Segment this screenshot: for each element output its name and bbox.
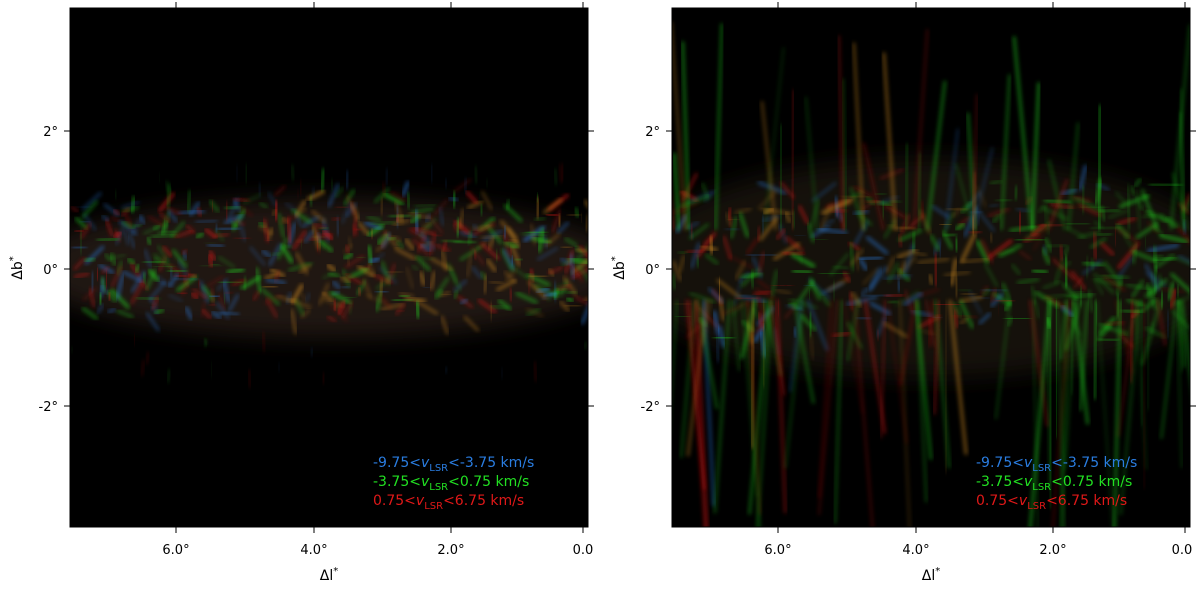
- filament: [235, 238, 250, 239]
- filament: [372, 230, 373, 238]
- wisp: [116, 190, 117, 199]
- filament: [73, 247, 86, 248]
- filament: [794, 328, 796, 336]
- filament: [75, 231, 82, 232]
- panel-right: 2° 0° -2° 6.0° 4.0° 2.0° 0.0 Δl* Δb* -9.…: [610, 2, 1200, 584]
- filament: [336, 207, 347, 208]
- legend-left: -9.75<vLSR<-3.75 km/s -3.75<vLSR<0.75 km…: [373, 455, 534, 512]
- filament: [211, 296, 219, 297]
- filament: [956, 276, 957, 296]
- x-axis-label-left: Δl*: [320, 566, 338, 584]
- filament: [940, 244, 941, 256]
- filament: [516, 259, 522, 260]
- filament: [481, 205, 482, 215]
- filament: [810, 313, 811, 336]
- ytick-label-left-m2: -2°: [39, 400, 58, 415]
- filament: [566, 305, 580, 306]
- filament: [772, 285, 793, 286]
- xtick-label-left-6: 6.0°: [162, 543, 189, 558]
- filament: [334, 300, 335, 309]
- wisp: [298, 190, 299, 199]
- streamer: [1099, 105, 1101, 230]
- panel-left: 2° 0° -2° 6.0° 4.0° 2.0° 0.0 Δl* Δb* -9.…: [8, 2, 629, 584]
- filament: [860, 257, 881, 259]
- filament: [220, 312, 238, 314]
- filament: [715, 338, 733, 339]
- filament: [729, 209, 731, 219]
- filament: [1019, 213, 1020, 232]
- filament: [81, 222, 89, 223]
- streamer: [661, 118, 673, 230]
- ytick-label-right-m2: -2°: [641, 400, 660, 415]
- y-axis-label-left: Δb*: [8, 256, 26, 279]
- xtick-label-left-0: 0.0: [573, 543, 594, 558]
- filament: [1168, 311, 1169, 337]
- filament: [935, 255, 936, 285]
- filament: [945, 234, 956, 236]
- filament: [169, 270, 186, 271]
- filament: [475, 250, 476, 258]
- filament: [226, 203, 227, 220]
- xtick-label-right-6: 6.0°: [764, 543, 791, 558]
- filament: [962, 294, 975, 295]
- xtick-label-right-4: 4.0°: [902, 543, 929, 558]
- filament: [218, 228, 238, 229]
- filament: [1099, 339, 1117, 340]
- ytick-label-left-2: 2°: [43, 125, 58, 140]
- filament: [144, 261, 164, 262]
- xtick-label-right-0: 0.0: [1172, 543, 1193, 558]
- filament: [834, 281, 835, 301]
- filament: [956, 239, 957, 251]
- ytick-label-left-0: 0°: [43, 263, 58, 278]
- filament: [794, 271, 811, 273]
- filament: [408, 194, 410, 208]
- filament: [752, 271, 754, 286]
- filament: [562, 247, 571, 248]
- filament: [301, 240, 302, 248]
- ytick-label-right-2: 2°: [645, 125, 660, 140]
- filament: [92, 273, 93, 290]
- filament: [878, 331, 879, 340]
- filament: [109, 294, 110, 300]
- xtick-label-left-2: 2.0°: [437, 543, 464, 558]
- ytick-label-right-0: 0°: [645, 263, 660, 278]
- xtick-label-right-2: 2.0°: [1039, 543, 1066, 558]
- xtick-label-left-4: 4.0°: [300, 543, 327, 558]
- filament: [457, 220, 459, 236]
- filament: [886, 295, 903, 296]
- filament: [100, 294, 101, 303]
- filament: [710, 237, 712, 252]
- filament: [1161, 292, 1162, 307]
- filament: [548, 214, 557, 215]
- filament: [264, 287, 276, 288]
- filament: [504, 227, 505, 237]
- filament: [559, 215, 560, 225]
- filament: [1017, 239, 1044, 240]
- filament: [276, 202, 277, 219]
- filament: [530, 276, 546, 277]
- y-axis-label-right: Δb*: [610, 256, 628, 279]
- filament: [510, 289, 511, 300]
- filament: [342, 287, 349, 288]
- wisp: [246, 164, 247, 184]
- filament: [216, 225, 217, 232]
- x-axis-label-right: Δl*: [922, 566, 940, 584]
- filament: [1034, 270, 1047, 272]
- filament: [941, 224, 950, 225]
- legend-right: -9.75<vLSR<-3.75 km/s -3.75<vLSR<0.75 km…: [976, 455, 1137, 512]
- filament: [737, 298, 759, 299]
- filament: [496, 250, 497, 261]
